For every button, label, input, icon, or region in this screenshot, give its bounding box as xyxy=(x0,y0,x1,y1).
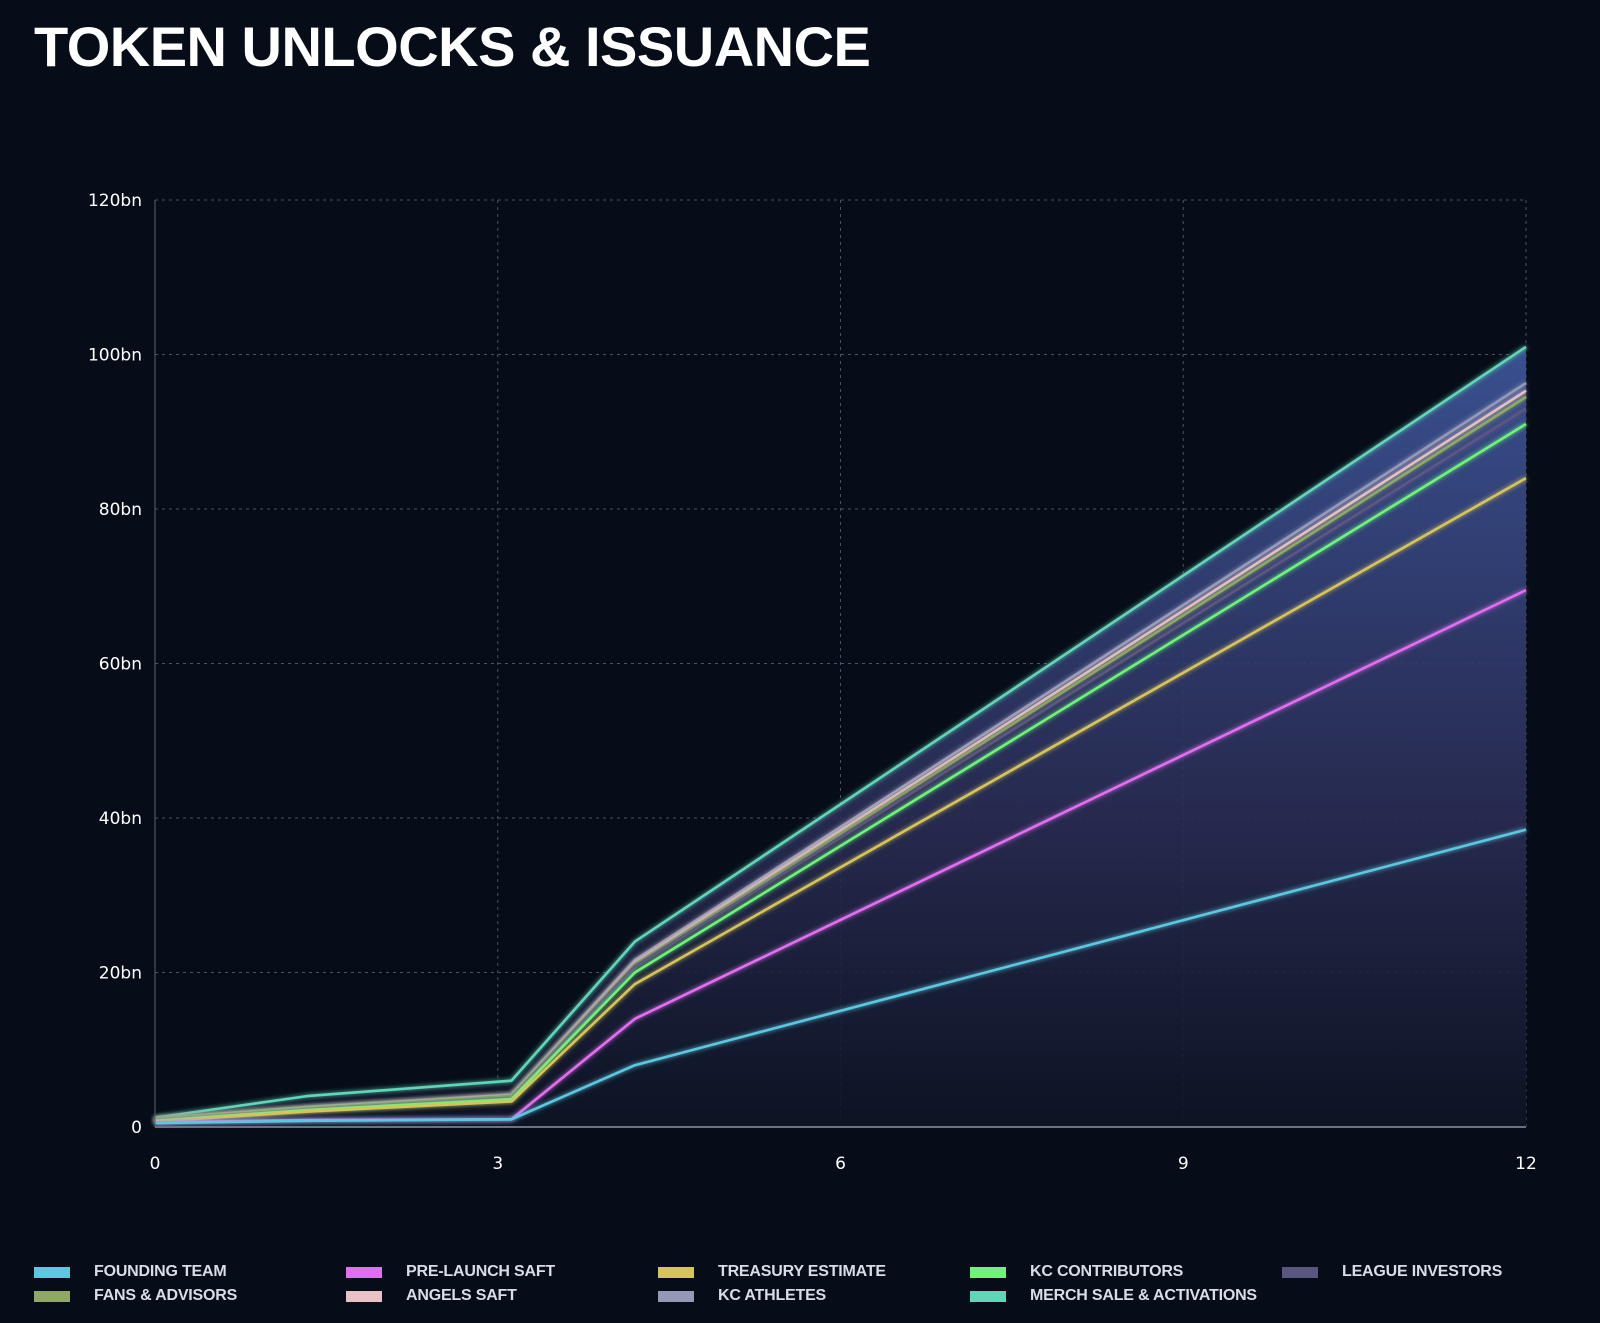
series-line-treasury-estimate xyxy=(154,476,1527,1123)
y-tick-label: 120bn xyxy=(88,191,142,211)
legend-swatch xyxy=(658,1266,694,1278)
legend-label: KC ATHLETES xyxy=(718,1287,827,1304)
x-tick-label: 6 xyxy=(835,1154,846,1174)
legend-label: KC CONTRIBUTORS xyxy=(1030,1263,1184,1280)
page-title: TOKEN UNLOCKS & ISSUANCE xyxy=(34,15,871,78)
legend-swatch xyxy=(346,1266,382,1278)
legend-item: MERCH SALE & ACTIVATIONS xyxy=(970,1286,1282,1306)
axes: 0 20bn 40bn 60bn 80bn 100bn 120bn 0 3 6 9 12 xyxy=(88,191,1537,1174)
legend-item: PRE-LAUNCH SAFT xyxy=(346,1262,658,1282)
x-tick-label: 9 xyxy=(1178,1154,1189,1174)
y-tick-label: 100bn xyxy=(88,346,142,366)
y-tick-label: 80bn xyxy=(99,500,142,520)
legend-item: KC CONTRIBUTORS xyxy=(970,1262,1282,1282)
chart: 0 20bn 40bn 60bn 80bn 100bn 120bn 0 3 6 9 12 xyxy=(88,191,1537,1174)
legend-swatch xyxy=(346,1290,382,1302)
series-lines xyxy=(154,345,1527,1125)
legend-label: MERCH SALE & ACTIVATIONS xyxy=(1030,1287,1257,1304)
legend-label: FOUNDING TEAM xyxy=(94,1263,227,1280)
legend-swatch xyxy=(970,1266,1006,1278)
x-tick-label: 3 xyxy=(492,1154,503,1174)
x-tick-label: 0 xyxy=(150,1154,161,1174)
legend-swatch xyxy=(970,1290,1006,1302)
y-tick-label: 0 xyxy=(131,1118,142,1138)
y-tick-label: 20bn xyxy=(99,964,142,984)
legend-swatch xyxy=(658,1290,694,1302)
legend-swatch xyxy=(1282,1266,1318,1278)
legend-item: KC ATHLETES xyxy=(658,1286,970,1306)
stacked-area xyxy=(155,346,1526,1127)
area-fill xyxy=(155,346,1526,1127)
y-tick-label: 60bn xyxy=(99,655,142,675)
series-line-founding-team xyxy=(154,828,1527,1125)
x-tick-label: 12 xyxy=(1515,1154,1537,1174)
legend-label: TREASURY ESTIMATE xyxy=(718,1263,886,1280)
legend: FOUNDING TEAM PRE-LAUNCH SAFT TREASURY EST… xyxy=(34,1262,1594,1306)
legend-item: ANGELS SAFT xyxy=(346,1286,658,1306)
y-tick-label: 40bn xyxy=(99,809,142,829)
legend-label: ANGELS SAFT xyxy=(406,1287,517,1304)
legend-swatch xyxy=(34,1266,70,1278)
legend-label: FANS & ADVISORS xyxy=(94,1287,238,1304)
legend-swatch xyxy=(34,1290,70,1302)
legend-item: FANS & ADVISORS xyxy=(34,1286,346,1306)
series-line-merch-sale-activations xyxy=(154,345,1527,1120)
legend-label: PRE-LAUNCH SAFT xyxy=(406,1263,555,1280)
legend-item: FOUNDING TEAM xyxy=(34,1262,346,1282)
legend-item: TREASURY ESTIMATE xyxy=(658,1262,970,1282)
legend-item: LEAGUE INVESTORS xyxy=(1282,1262,1594,1282)
legend-label: LEAGUE INVESTORS xyxy=(1342,1263,1503,1280)
